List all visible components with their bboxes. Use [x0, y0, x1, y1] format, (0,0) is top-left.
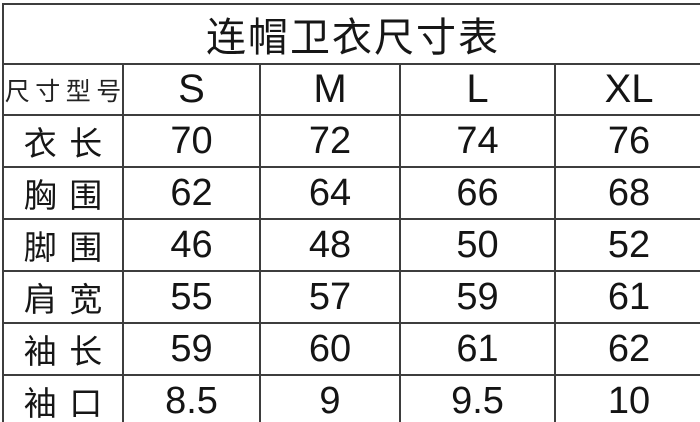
column-header-s: S	[122, 63, 261, 116]
cell-value: 62	[553, 322, 700, 376]
row-label: 袖口	[2, 374, 124, 422]
cell-value: 76	[553, 114, 700, 168]
cell-value: 48	[259, 218, 401, 272]
header-row: 尺寸型号 S M L XL	[2, 63, 700, 116]
cell-value: 55	[122, 270, 261, 324]
page-title-text: 连帽卫衣尺寸表	[206, 15, 501, 61]
table-row-sleeve-length: 袖长 59 60 61 62	[2, 322, 700, 376]
row-label: 胸围	[2, 166, 124, 220]
table-row-hem: 脚围 46 48 50 52	[2, 218, 700, 272]
row-label: 衣长	[2, 114, 124, 168]
row-label-text: 脚围	[23, 228, 115, 267]
cell-value: 52	[553, 218, 700, 272]
table-row-shoulder: 肩宽 55 57 59 61	[2, 270, 700, 324]
column-header-size-model: 尺寸型号	[2, 63, 124, 116]
cell-value: 9	[259, 374, 401, 422]
column-header-m-text: M	[313, 67, 347, 111]
row-label: 脚围	[2, 218, 124, 272]
cell-value: 9.5	[399, 374, 556, 422]
cell-value: 46	[122, 218, 261, 272]
cell-value: 74	[399, 114, 556, 168]
cell-value: 72	[259, 114, 401, 168]
row-label: 肩宽	[2, 270, 124, 324]
column-header-m: M	[259, 63, 401, 116]
title-row: 连帽卫衣尺寸表	[1, 3, 700, 65]
table-row-chest: 胸围 62 64 66 68	[2, 166, 700, 220]
cell-value: 61	[553, 270, 700, 324]
row-label: 袖长	[2, 322, 124, 376]
row-label-text: 袖长	[23, 332, 115, 371]
cell-value: 70	[122, 114, 261, 168]
cell-value: 61	[399, 322, 556, 376]
page-title: 连帽卫衣尺寸表	[1, 3, 700, 65]
table-row-garment-length: 衣长 70 72 74 76	[2, 114, 700, 168]
cell-value: 68	[553, 166, 700, 220]
row-label-text: 肩宽	[23, 280, 115, 319]
cell-value: 10	[553, 374, 700, 422]
cell-value: 59	[399, 270, 556, 324]
cell-value: 64	[259, 166, 401, 220]
column-header-size-model-text: 尺寸型号	[4, 76, 123, 106]
column-header-xl: XL	[553, 63, 700, 116]
cell-value: 50	[399, 218, 556, 272]
cell-value: 8.5	[122, 374, 261, 422]
column-header-xl-text: XL	[604, 67, 654, 111]
column-header-s-text: S	[178, 67, 205, 111]
column-header-l-text: L	[466, 67, 489, 111]
column-header-l: L	[399, 63, 556, 116]
cell-value: 62	[122, 166, 261, 220]
cell-value: 66	[399, 166, 556, 220]
row-label-text: 衣长	[23, 124, 115, 163]
row-label-text: 胸围	[23, 176, 115, 215]
cell-value: 59	[122, 322, 261, 376]
table-row-cuff: 袖口 8.5 9 9.5 10	[2, 374, 700, 422]
cell-value: 60	[259, 322, 401, 376]
row-label-text: 袖口	[23, 384, 115, 422]
cell-value: 57	[259, 270, 401, 324]
size-chart-table: 连帽卫衣尺寸表 尺寸型号 S M L XL 衣长 70	[1, 3, 700, 422]
